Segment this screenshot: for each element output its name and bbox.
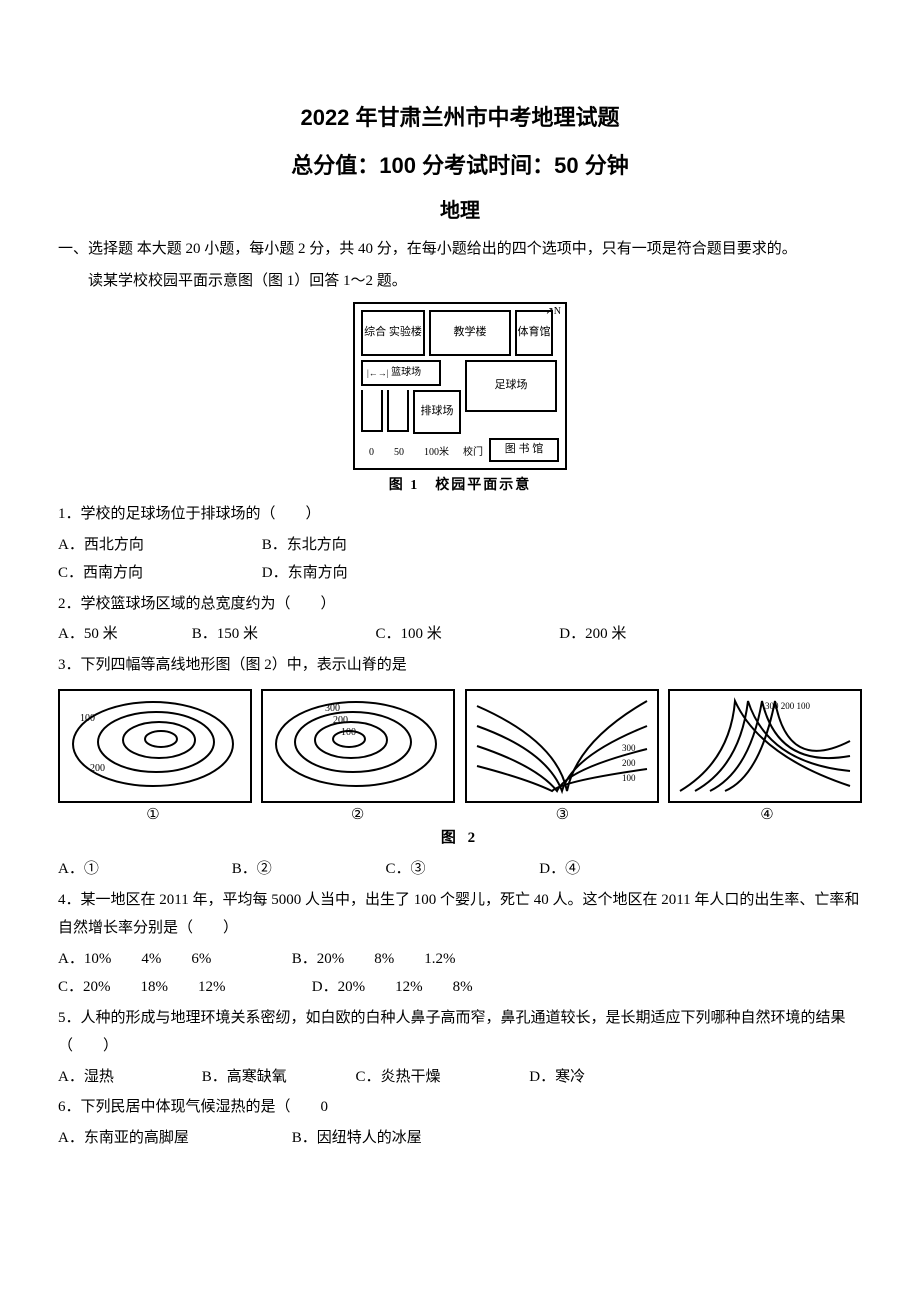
exam-page: 2022 年甘肃兰州市中考地理试题 总分值：100 分考试时间：50 分钟 地理… (0, 0, 920, 1212)
figure-2-wrap: 100 200 300 200 100 300 200 (58, 689, 862, 803)
fig2-panel-3: 300 200 100 (465, 689, 659, 803)
q1-option-a: A．西北方向 (58, 531, 258, 560)
q2-option-a: A．50 米 (58, 620, 188, 649)
question-6: 6．下列民居中体现气候湿热的是（ 0 (58, 1093, 862, 1122)
figure-2-numbers: ① ② ③ ④ (58, 805, 862, 824)
figure-1-wrap: ↗N 综合 实验楼 教学楼 体育馆 |←→| 篮球场 排球场 足球场 (58, 302, 862, 494)
figure-2-caption: 图 2 (58, 826, 862, 847)
exam-subject: 地理 (58, 194, 862, 223)
contour-hill-icon: 100 200 (60, 691, 246, 797)
contour-valley-icon: 300 200 100 (467, 691, 653, 797)
exam-title: 2022 年甘肃兰州市中考地理试题 (58, 100, 862, 132)
q1-options-row1: A．西北方向 B．东北方向 (58, 531, 862, 560)
fig1-lab-building: 综合 实验楼 (361, 310, 425, 356)
q1-option-c: C．西南方向 (58, 559, 258, 588)
q3-option-a: A．① (58, 855, 228, 884)
q5-option-c: C．炎热干燥 (356, 1063, 526, 1092)
q4-options-row1: A．10% 4% 6% B．20% 8% 1.2% (58, 945, 862, 974)
q3-option-b: B．② (232, 855, 382, 884)
q4-options-row2: C．20% 18% 12% D．20% 12% 8% (58, 973, 862, 1002)
fig1-scale: 0 50 100米 (359, 441, 459, 460)
question-5: 5．人种的形成与地理环境关系密纫，如白欧的白种人鼻子高而窄，鼻孔通道较长，是长期… (58, 1004, 862, 1061)
fig2-num-3: ③ (467, 805, 657, 824)
svg-text:300 200 100: 300 200 100 (765, 701, 811, 711)
fig1-library: 图 书 馆 (489, 438, 559, 462)
fig1-volleyball: 排球场 (413, 390, 461, 434)
figure-1: ↗N 综合 实验楼 教学楼 体育馆 |←→| 篮球场 排球场 足球场 (353, 302, 567, 470)
section-instructions: 一、选择题 本大题 20 小题，每小题 2 分，共 40 分，在每小题给出的四个… (58, 237, 862, 263)
q2-option-c: C．100 米 (376, 620, 556, 649)
svg-text:200: 200 (333, 715, 348, 726)
fig1-court-a (361, 390, 383, 432)
svg-text:300: 300 (622, 743, 636, 753)
q2-options: A．50 米 B．150 米 C．100 米 D．200 米 (58, 620, 862, 649)
q2-option-d: D．200 米 (559, 620, 626, 649)
q4-option-a: A．10% 4% 6% (58, 945, 288, 974)
fig1-gate: 校门 (459, 443, 487, 458)
fig2-panel-1: 100 200 (58, 689, 252, 803)
q5-options: A．湿热 B．高寒缺氧 C．炎热干燥 D．寒冷 (58, 1063, 862, 1092)
question-2: 2．学校篮球场区域的总宽度约为（ ） (58, 590, 862, 619)
fig2-panel-2: 300 200 100 (261, 689, 455, 803)
fig1-teaching-building: 教学楼 (429, 310, 511, 356)
q1-options-row2: C．西南方向 D．东南方向 (58, 559, 862, 588)
q2-option-b: B．150 米 (192, 620, 372, 649)
fig2-num-2: ② (263, 805, 453, 824)
svg-text:100: 100 (341, 727, 356, 738)
q3-option-d: D．④ (539, 855, 580, 884)
q4-option-d: D．20% 12% 8% (312, 973, 473, 1002)
contour-ridge-icon: 300 200 100 (670, 691, 856, 797)
q4-option-c: C．20% 18% 12% (58, 973, 308, 1002)
fig2-num-4: ④ (672, 805, 862, 824)
q5-option-a: A．湿热 (58, 1063, 198, 1092)
q6-option-a: A．东南亚的高脚屋 (58, 1124, 288, 1153)
question-4: 4．某一地区在 2011 年，平均每 5000 人当中，出生了 100 个婴儿，… (58, 886, 862, 943)
fig1-basketball: |←→| 篮球场 (361, 360, 441, 386)
fig1-football: 足球场 (465, 360, 557, 412)
svg-text:100: 100 (80, 713, 95, 724)
figure-1-caption: 图 1 校园平面示意 (58, 474, 862, 494)
exam-score-time: 总分值：100 分考试时间：50 分钟 (58, 148, 862, 180)
svg-text:200: 200 (90, 763, 105, 774)
q5-option-d: D．寒冷 (529, 1063, 585, 1092)
q1-option-b: B．东北方向 (262, 531, 347, 560)
question-3: 3．下列四幅等高线地形图（图 2）中，表示山脊的是 (58, 651, 862, 680)
contour-basin-icon: 300 200 100 (263, 691, 449, 797)
svg-text:200: 200 (622, 758, 636, 768)
q1-option-d: D．东南方向 (262, 559, 348, 588)
svg-text:100: 100 (622, 773, 636, 783)
q5-option-b: B．高寒缺氧 (202, 1063, 352, 1092)
q6-options: A．东南亚的高脚屋 B．因纽特人的冰屋 (58, 1124, 862, 1153)
fig2-num-1: ① (58, 805, 248, 824)
q3-option-c: C．③ (386, 855, 536, 884)
q3-options: A．① B．② C．③ D．④ (58, 855, 862, 884)
question-1: 1．学校的足球场位于排球场的（ ） (58, 500, 862, 529)
context-q1-2: 读某学校校园平面示意图（图 1）回答 1～2 题。 (58, 269, 862, 295)
svg-text:300: 300 (325, 703, 340, 714)
q4-option-b: B．20% 8% 1.2% (292, 945, 456, 974)
compass-icon: ↗N (545, 306, 561, 317)
q6-option-b: B．因纽特人的冰屋 (292, 1124, 422, 1153)
fig2-panel-4: 300 200 100 (668, 689, 862, 803)
fig1-court-b (387, 390, 409, 432)
